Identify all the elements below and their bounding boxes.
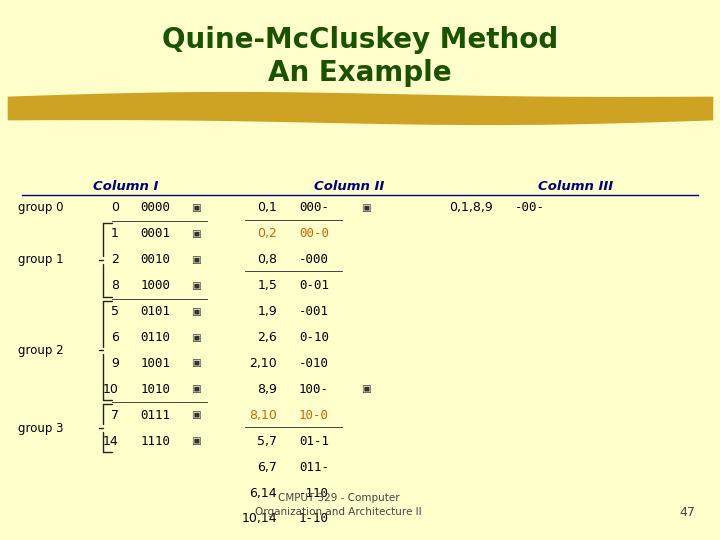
Text: -001: -001 xyxy=(299,305,329,318)
Text: ▣: ▣ xyxy=(191,281,201,291)
Text: 1001: 1001 xyxy=(140,357,171,370)
Text: 10-0: 10-0 xyxy=(299,409,329,422)
Text: 10,14: 10,14 xyxy=(242,512,277,525)
Text: 0,1: 0,1 xyxy=(257,201,277,214)
Text: 7: 7 xyxy=(111,409,119,422)
Text: 8,9: 8,9 xyxy=(257,383,277,396)
Text: ▣: ▣ xyxy=(191,203,201,213)
Text: 1010: 1010 xyxy=(140,383,171,396)
Text: -110: -110 xyxy=(299,487,329,500)
Text: 10: 10 xyxy=(103,383,119,396)
Text: 8,10: 8,10 xyxy=(249,409,277,422)
Text: ▣: ▣ xyxy=(191,384,201,394)
Text: Column I: Column I xyxy=(94,180,158,193)
Text: 9: 9 xyxy=(111,357,119,370)
Text: 0-10: 0-10 xyxy=(299,331,329,344)
Text: group 2: group 2 xyxy=(18,344,63,357)
Text: 2: 2 xyxy=(111,253,119,266)
Text: 0000: 0000 xyxy=(140,201,171,214)
Text: ▣: ▣ xyxy=(191,229,201,239)
Text: 0-01: 0-01 xyxy=(299,279,329,292)
Text: 0,8: 0,8 xyxy=(257,253,277,266)
Text: ▣: ▣ xyxy=(361,384,371,394)
Text: 0010: 0010 xyxy=(140,253,171,266)
Text: 0101: 0101 xyxy=(140,305,171,318)
Text: 100-: 100- xyxy=(299,383,329,396)
Text: 01-1: 01-1 xyxy=(299,435,329,448)
Text: ▣: ▣ xyxy=(191,436,201,446)
Text: -00-: -00- xyxy=(515,201,545,214)
Text: 0001: 0001 xyxy=(140,227,171,240)
Text: Quine-McCluskey Method: Quine-McCluskey Method xyxy=(162,26,558,55)
Text: -000: -000 xyxy=(299,253,329,266)
Text: 0,2: 0,2 xyxy=(257,227,277,240)
Text: group 3: group 3 xyxy=(18,422,63,435)
Text: CMPUT 329 - Computer
Organization and Architecture II: CMPUT 329 - Computer Organization and Ar… xyxy=(255,493,422,517)
Text: 1000: 1000 xyxy=(140,279,171,292)
Text: 0110: 0110 xyxy=(140,331,171,344)
Text: 1,5: 1,5 xyxy=(257,279,277,292)
Text: 0,1,8,9: 0,1,8,9 xyxy=(449,201,493,214)
Text: 47: 47 xyxy=(679,507,695,519)
Text: 1: 1 xyxy=(111,227,119,240)
Text: 14: 14 xyxy=(103,435,119,448)
Text: 6: 6 xyxy=(111,331,119,344)
Text: Column III: Column III xyxy=(539,180,613,193)
Text: 0111: 0111 xyxy=(140,409,171,422)
Text: 5,7: 5,7 xyxy=(257,435,277,448)
Text: ▣: ▣ xyxy=(191,333,201,342)
Text: 6,14: 6,14 xyxy=(250,487,277,500)
Text: 8: 8 xyxy=(111,279,119,292)
Text: -010: -010 xyxy=(299,357,329,370)
Text: An Example: An Example xyxy=(268,59,452,87)
Text: ▣: ▣ xyxy=(191,410,201,420)
Text: 00-0: 00-0 xyxy=(299,227,329,240)
Text: ▣: ▣ xyxy=(191,359,201,368)
Text: ▣: ▣ xyxy=(361,203,371,213)
Text: 2,6: 2,6 xyxy=(258,331,277,344)
Text: ▣: ▣ xyxy=(191,307,201,316)
Text: 011-: 011- xyxy=(299,461,329,474)
Text: 5: 5 xyxy=(111,305,119,318)
Text: 0: 0 xyxy=(111,201,119,214)
Text: group 1: group 1 xyxy=(18,253,63,266)
Text: 6,7: 6,7 xyxy=(257,461,277,474)
Text: 2,10: 2,10 xyxy=(249,357,277,370)
Text: Column II: Column II xyxy=(314,180,384,193)
Text: group 0: group 0 xyxy=(18,201,63,214)
Text: 1,9: 1,9 xyxy=(258,305,277,318)
Text: 1110: 1110 xyxy=(140,435,171,448)
Text: 1-10: 1-10 xyxy=(299,512,329,525)
Text: ▣: ▣ xyxy=(191,255,201,265)
Text: 000-: 000- xyxy=(299,201,329,214)
